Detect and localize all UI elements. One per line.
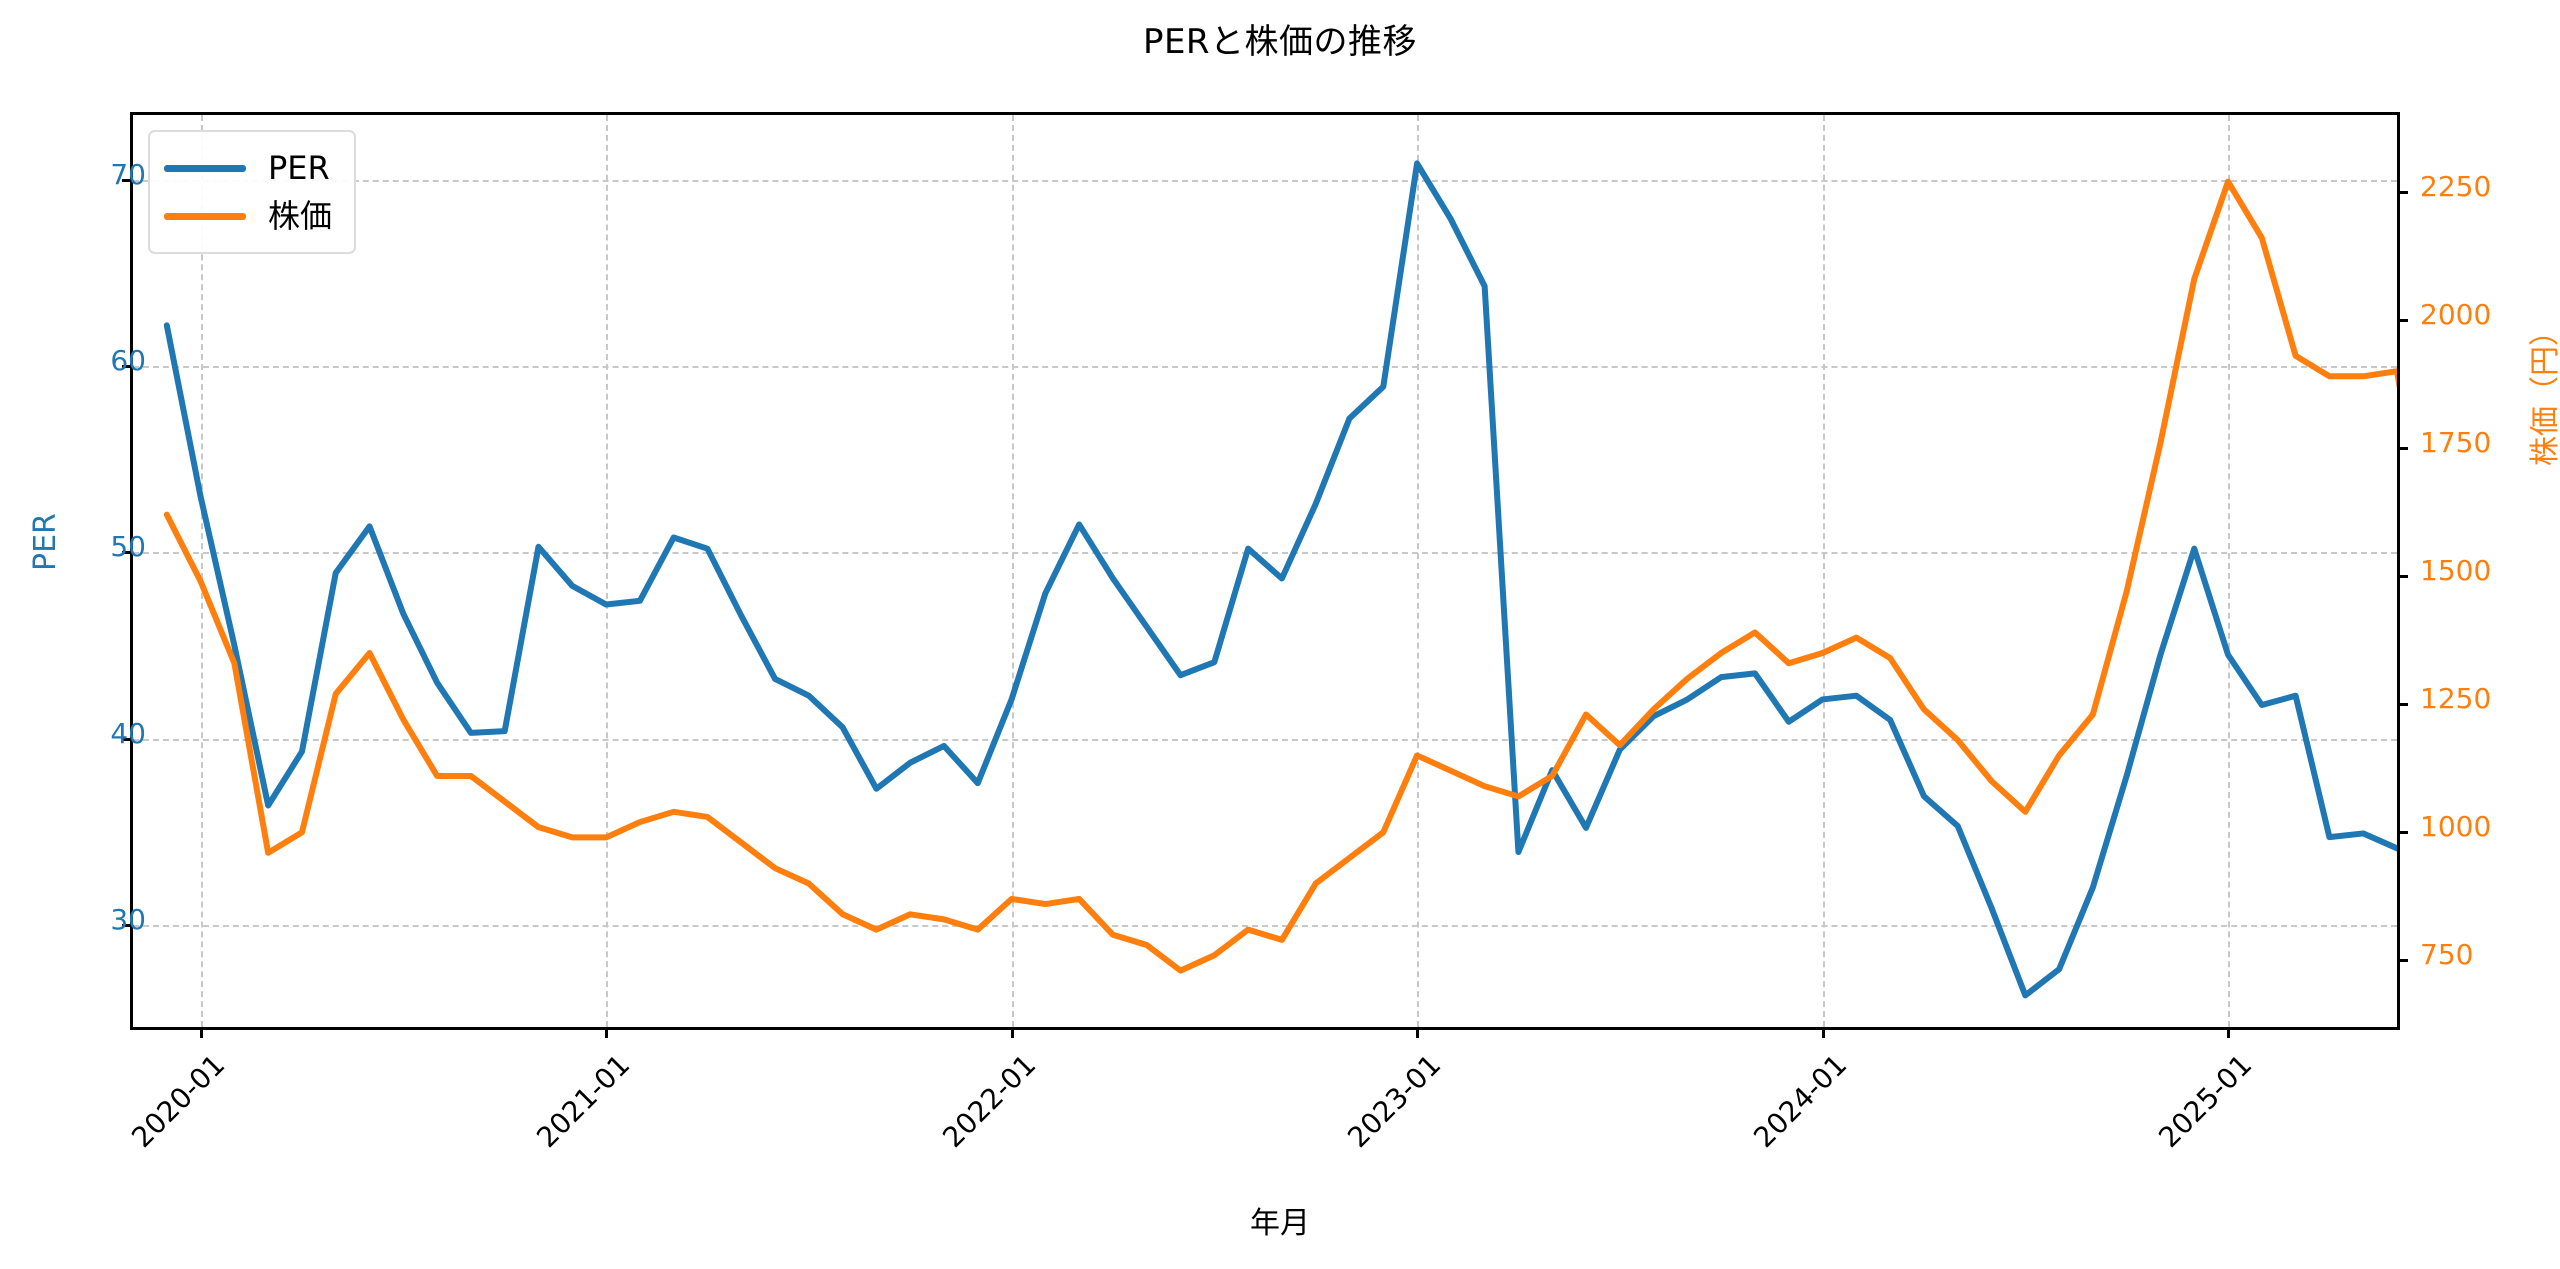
tick-left-0 <box>122 923 133 927</box>
legend-item-per: PER <box>164 144 332 192</box>
tick-left-4 <box>122 179 133 183</box>
gridline-vertical-2 <box>1011 115 1014 1027</box>
series-lines <box>163 160 2397 999</box>
gridline-vertical-3 <box>1417 115 1420 1027</box>
gridline-horizontal-3 <box>133 366 2397 369</box>
chart-legend: PER 株価 <box>148 130 357 254</box>
tick-right-1 <box>2397 831 2408 835</box>
series-line-price <box>163 178 2397 974</box>
y-tick-label-right-5: 2000 <box>2420 297 2492 331</box>
gridline-horizontal-2 <box>133 552 2397 555</box>
tick-bottom-0 <box>199 1027 203 1038</box>
x-tick-label-5: 2025-01 <box>2152 1048 2259 1155</box>
tick-right-0 <box>2397 959 2408 963</box>
legend-label-price: 株価 <box>268 197 333 235</box>
tick-right-5 <box>2397 318 2408 322</box>
x-tick-label-0: 2020-01 <box>124 1048 231 1155</box>
y-tick-label-left-2: 50 <box>110 530 146 564</box>
x-tick-label-1: 2021-01 <box>530 1048 637 1155</box>
y-tick-label-right-2: 1250 <box>2420 682 2492 716</box>
tick-bottom-1 <box>605 1027 609 1038</box>
y-tick-label-right-1: 1000 <box>2420 810 2492 844</box>
legend-label-per: PER <box>268 149 330 187</box>
y-tick-label-right-6: 2250 <box>2420 169 2492 203</box>
tick-right-2 <box>2397 703 2408 707</box>
y-axis-left-title: PER <box>28 513 63 571</box>
plot-area <box>122 112 2408 1038</box>
y-tick-label-right-3: 1500 <box>2420 554 2492 588</box>
legend-swatch-price <box>164 212 246 220</box>
y-tick-label-left-4: 70 <box>110 158 146 192</box>
tick-left-3 <box>122 365 133 369</box>
x-tick-label-3: 2023-01 <box>1341 1048 1448 1155</box>
tick-bottom-3 <box>1416 1027 1420 1038</box>
legend-item-price: 株価 <box>164 192 332 240</box>
gridline-horizontal-1 <box>133 738 2397 741</box>
y-tick-label-left-0: 30 <box>110 902 146 936</box>
plot-clip <box>133 115 2397 1027</box>
series-line-per <box>163 160 2397 999</box>
gridline-vertical-4 <box>1822 115 1825 1027</box>
x-axis-title: 年月 <box>1250 1206 1310 1241</box>
tick-bottom-4 <box>1821 1027 1825 1038</box>
y-axis-right-title: 株価（円） <box>2528 316 2560 466</box>
y-tick-label-left-1: 40 <box>110 716 146 750</box>
gridline-horizontal-0 <box>133 924 2397 927</box>
tick-right-4 <box>2397 447 2408 451</box>
x-tick-label-2: 2022-01 <box>935 1048 1042 1155</box>
gridline-vertical-1 <box>606 115 609 1027</box>
gridline-vertical-0 <box>200 115 203 1027</box>
tick-right-6 <box>2397 190 2408 194</box>
y-tick-label-left-3: 60 <box>110 344 146 378</box>
tick-left-2 <box>122 551 133 555</box>
y-tick-label-right-0: 750 <box>2420 938 2474 972</box>
tick-right-3 <box>2397 575 2408 579</box>
y-tick-label-right-4: 1750 <box>2420 426 2492 460</box>
tick-left-1 <box>122 737 133 741</box>
x-tick-label-4: 2024-01 <box>1746 1048 1853 1155</box>
gridline-vertical-5 <box>2228 115 2231 1027</box>
tick-bottom-2 <box>1010 1027 1014 1038</box>
tick-bottom-5 <box>2227 1027 2231 1038</box>
chart-title: PERと株価の推移 <box>1142 22 1418 62</box>
gridline-horizontal-4 <box>133 180 2397 183</box>
legend-swatch-per <box>164 164 246 172</box>
